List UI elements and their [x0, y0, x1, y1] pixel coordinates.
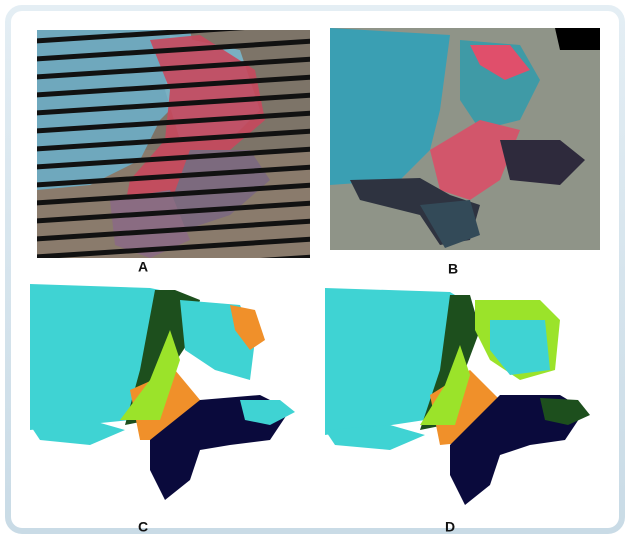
- panel-a-image: [20, 22, 330, 276]
- figure: A B C D: [0, 0, 630, 539]
- panel-label: B: [448, 261, 458, 277]
- panel-label: A: [138, 259, 148, 275]
- panel-label: D: [445, 519, 455, 535]
- panel-label: C: [138, 519, 148, 535]
- panel-b-image: [330, 28, 600, 250]
